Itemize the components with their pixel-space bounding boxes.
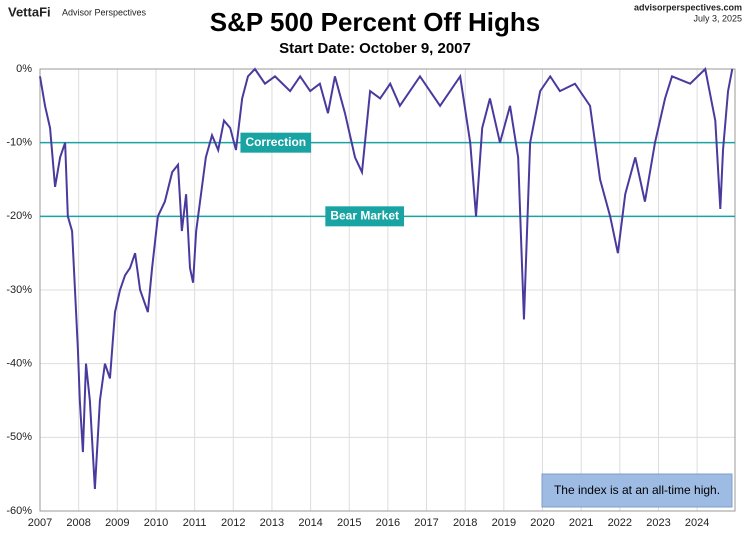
x-tick-label: 2017 xyxy=(414,517,438,529)
site: advisorperspectives.com xyxy=(634,2,742,12)
x-tick-label: 2014 xyxy=(298,517,322,529)
x-tick-label: 2015 xyxy=(337,517,361,529)
line xyxy=(39,66,734,489)
y-tick-label: -10% xyxy=(6,137,32,149)
x-tick-label: 2013 xyxy=(260,517,284,529)
reference-label-box xyxy=(240,132,312,153)
x-tick-label: 2019 xyxy=(492,517,516,529)
chart-title: S&P 500 Percent Off Highs xyxy=(210,7,540,37)
annotation-box xyxy=(541,473,733,508)
y-tick-label: -20% xyxy=(6,210,32,222)
x-tick-label: 2009 xyxy=(105,517,129,529)
y-tick-label: 0% xyxy=(16,63,32,75)
y-tick-label: -30% xyxy=(6,284,32,296)
y-tick-label: -40% xyxy=(6,358,32,370)
x-tick-label: 2011 xyxy=(183,517,207,529)
reference-label-box xyxy=(325,206,405,227)
x-tick-label: 2008 xyxy=(66,517,90,529)
x-tick-label: 2018 xyxy=(453,517,477,529)
chart-subtitle: Start Date: October 9, 2007 xyxy=(279,40,471,57)
date: July 3, 2025 xyxy=(693,13,742,23)
y-tick-label: -60% xyxy=(6,505,32,517)
x-tick-label: 2016 xyxy=(376,517,400,529)
reference-label: Correction xyxy=(245,135,306,149)
x-tick-label: 2007 xyxy=(28,517,52,529)
x-tick-label: 2010 xyxy=(144,517,168,529)
x-tick-label: 2020 xyxy=(530,517,554,529)
plot-border xyxy=(39,68,736,512)
y-tick-label: -50% xyxy=(6,431,32,443)
brand-sub: Advisor Perspectives xyxy=(62,7,147,17)
x-tick-label: 2012 xyxy=(221,517,245,529)
reference-label: Bear Market xyxy=(330,209,399,223)
brand: VettaFi xyxy=(8,4,51,19)
x-tick-label: 2024 xyxy=(685,517,709,529)
annotation: The index is at an all-time high. xyxy=(554,483,720,497)
x-tick-label: 2021 xyxy=(569,517,593,529)
x-tick-label: 2022 xyxy=(608,517,632,529)
x-tick-label: 2023 xyxy=(646,517,670,529)
